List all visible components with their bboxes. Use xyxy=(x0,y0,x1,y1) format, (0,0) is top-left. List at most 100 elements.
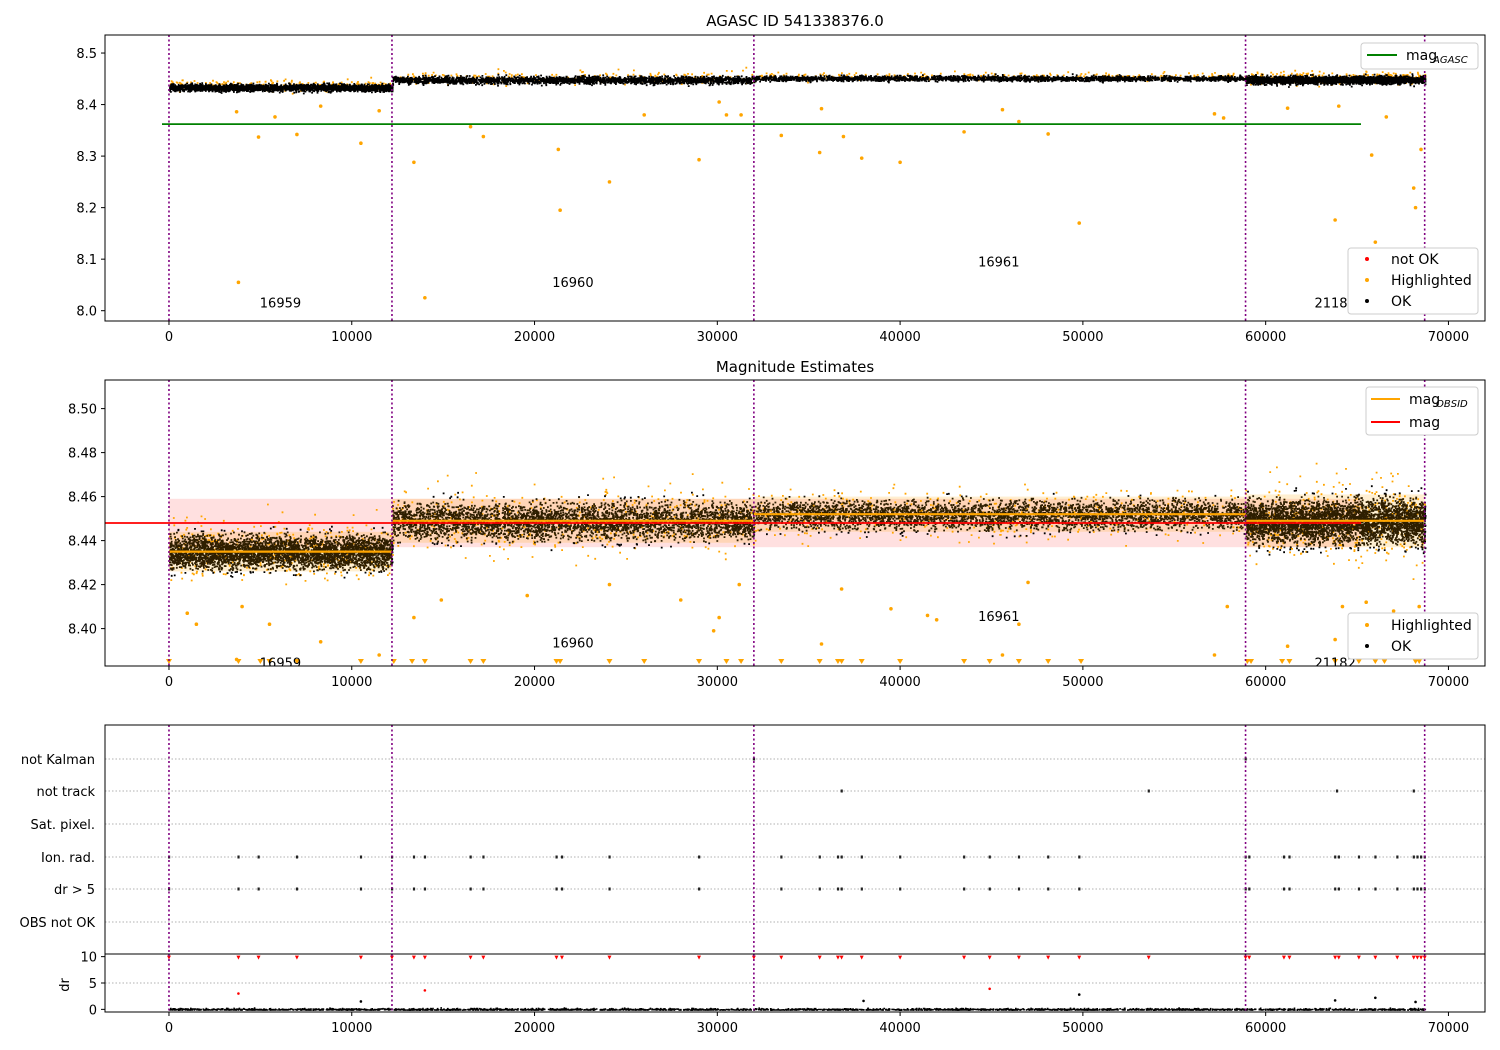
panel2-y-tick-label: 8.48 xyxy=(68,447,97,462)
flag-row-label: Sat. pixel. xyxy=(31,818,95,833)
dr-clipped-marker xyxy=(1243,955,1248,960)
panel1-highlighted-point xyxy=(318,104,323,108)
panel1-highlighted-point xyxy=(1413,205,1418,210)
flag-marker xyxy=(1334,855,1337,859)
flag-marker xyxy=(840,887,843,891)
flag-marker xyxy=(1357,855,1361,859)
legend-label: OK xyxy=(1391,294,1412,310)
flag-row-label: not track xyxy=(36,785,95,800)
dr-notok-point xyxy=(237,992,240,995)
flag-marker xyxy=(899,887,902,891)
legend-marker xyxy=(1365,299,1369,303)
panel1-frame xyxy=(104,34,1486,322)
legend-label: mag xyxy=(1409,415,1440,431)
dr-clipped-marker xyxy=(1077,955,1082,960)
panel3-x-tick-label: 50000 xyxy=(1062,1021,1103,1036)
dr-clipped-marker xyxy=(1373,955,1378,960)
flag-marker xyxy=(1017,855,1021,859)
flag-marker xyxy=(1282,887,1286,891)
obsid-label: 21182 xyxy=(1314,297,1355,312)
below-range-marker xyxy=(165,659,172,664)
panel2-highlighted-point xyxy=(377,653,381,657)
panel2-highlighted-point xyxy=(1212,653,1217,657)
dr-clipped-marker xyxy=(559,955,564,960)
panel1-highlighted-point xyxy=(481,134,486,139)
dr-clipped-marker xyxy=(962,955,967,960)
panel2-highlighted-point xyxy=(889,607,893,611)
panel2-highlighted-point xyxy=(1417,604,1421,609)
flag-marker xyxy=(818,855,821,859)
panel1-y-tick-label: 8.1 xyxy=(76,253,97,268)
panel2-x-tick-label: 60000 xyxy=(1245,675,1286,690)
flag-marker xyxy=(963,887,966,891)
below-range-marker xyxy=(266,659,273,664)
panel1-highlighted-point xyxy=(412,160,416,165)
below-range-marker xyxy=(897,659,904,664)
flag-marker xyxy=(818,887,821,891)
panel2-highlighted-point xyxy=(925,613,930,618)
flag-marker xyxy=(1047,887,1050,891)
panel1-title: AGASC ID 541338376.0 xyxy=(706,12,884,30)
flag-marker xyxy=(608,887,611,891)
dr-y-tick-label: 5 xyxy=(89,977,97,992)
panel1-x-tick-label: 40000 xyxy=(879,330,920,345)
below-range-marker xyxy=(557,659,564,664)
below-range-marker xyxy=(357,659,364,664)
panel1-highlighted-point xyxy=(1369,153,1374,157)
flag-marker xyxy=(840,789,843,793)
panel1-highlighted-point xyxy=(1336,104,1341,108)
panel1-highlighted-point xyxy=(898,160,902,165)
panel1-highlighted-point xyxy=(779,133,784,138)
panel1-highlighted-point xyxy=(273,115,277,119)
dr-clipped-marker xyxy=(1046,955,1051,960)
flag-row-label: Ion. rad. xyxy=(41,851,95,866)
below-range-marker xyxy=(1416,659,1423,664)
panel2-highlighted-point xyxy=(1333,637,1337,642)
below-range-marker xyxy=(235,659,242,664)
dr-point xyxy=(1374,996,1377,1000)
dr-clipped-marker xyxy=(987,955,992,960)
panel1-highlighted-point xyxy=(859,156,864,160)
flag-marker xyxy=(836,855,840,859)
flag-marker xyxy=(359,855,363,859)
dr-clipped-marker xyxy=(1287,955,1292,960)
flag-marker xyxy=(1017,887,1021,891)
flag-marker xyxy=(1078,887,1081,891)
flag-marker xyxy=(899,855,902,859)
chart-root: 16959 16960 16961 21182 AGASC ID 541338376.0… xyxy=(20,12,1486,1036)
panel2-highlighted-point xyxy=(1364,600,1368,604)
panel1-highlighted-point xyxy=(234,109,239,114)
flag-marker xyxy=(412,855,416,859)
legend-box xyxy=(1347,247,1479,315)
panel1-x-tick-label: 0 xyxy=(165,330,173,345)
flag-marker xyxy=(1047,855,1050,859)
flag-marker xyxy=(1396,887,1399,891)
panel3-frame xyxy=(104,724,1486,1013)
panel2-highlighted-point xyxy=(1285,644,1290,648)
flag-marker xyxy=(752,757,756,761)
panel1-highlighted-point xyxy=(1411,186,1416,190)
below-range-marker xyxy=(1015,659,1022,664)
flag-marker xyxy=(988,855,991,859)
panel1-highlighted-point xyxy=(1285,106,1290,110)
below-range-marker xyxy=(1286,659,1293,664)
panel2-highlighted-point xyxy=(737,582,742,587)
panel1-highlighted-point xyxy=(642,113,647,117)
panel2-x-tick-label: 50000 xyxy=(1062,675,1103,690)
flag-marker xyxy=(860,887,863,891)
panel1-highlighted-point xyxy=(1384,115,1389,119)
obsid-label: 16959 xyxy=(260,297,301,312)
dr-point xyxy=(862,999,865,1003)
flag-marker xyxy=(988,887,991,891)
below-range-marker xyxy=(606,659,613,664)
dr-clipped-marker xyxy=(1411,955,1416,960)
dr-clipped-marker xyxy=(1415,955,1420,960)
panel1-highlighted-point xyxy=(1046,132,1050,136)
panel1-legend-status: not OK Highlighted OK xyxy=(1347,247,1479,315)
panel2-highlighted-point xyxy=(1017,622,1021,626)
flag-marker xyxy=(295,855,299,859)
legend-label: OK xyxy=(1391,639,1412,655)
dr-clipped-marker xyxy=(468,955,473,960)
panel2-ok-band xyxy=(392,491,756,552)
